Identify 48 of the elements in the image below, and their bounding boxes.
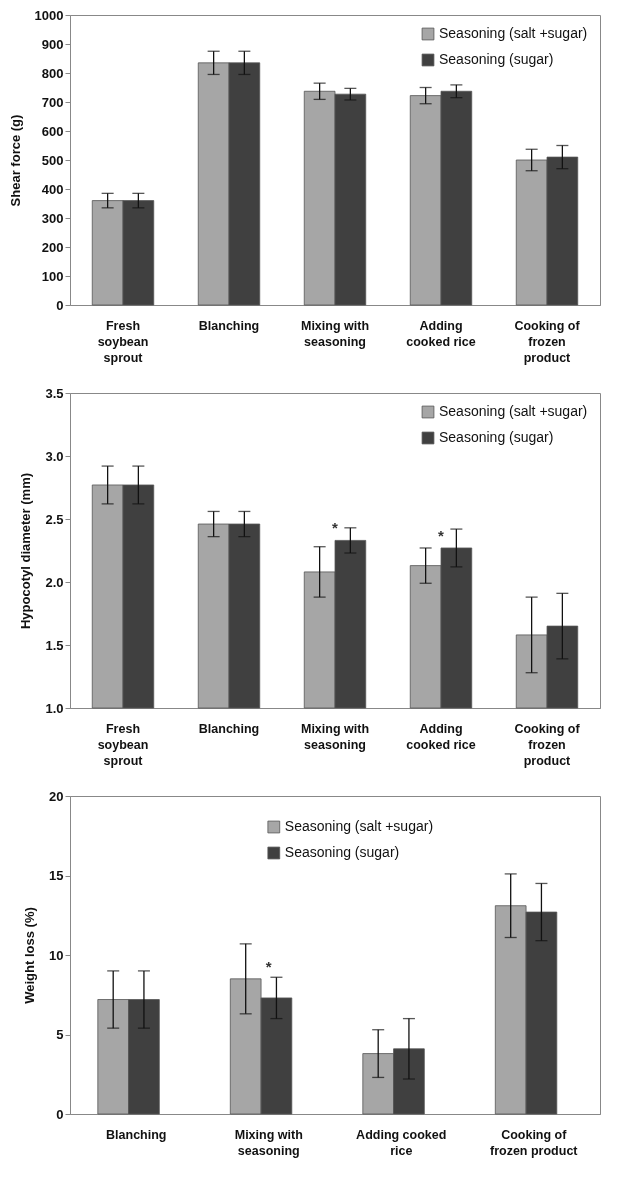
x-tick-label: Blanching: [198, 721, 260, 736]
x-tick-label: Mixing with seasoning: [300, 721, 370, 752]
y-axis-title: Hypocotyl diameter (mm): [18, 472, 34, 630]
y-tick-label: 10: [49, 947, 64, 963]
y-tick-label: 5: [56, 1027, 64, 1042]
y-tick-label: 900: [41, 36, 64, 52]
x-tick-label: Blanching: [106, 1127, 167, 1142]
x-tick-label: Mixing with seasoning: [300, 318, 370, 349]
legend-label: Seasoning (sugar): [439, 429, 554, 445]
x-tick-label: Adding cooked rice: [406, 721, 476, 752]
x-tick-label: Adding cooked rice: [356, 1127, 447, 1158]
y-axis-title: Weight loss (%): [22, 907, 38, 1004]
legend-label: Seasoning (sugar): [284, 844, 400, 860]
y-tick-label: 200: [41, 239, 64, 255]
x-tick-label: Blanching: [198, 318, 260, 333]
y-tick-label: 3.0: [45, 448, 64, 464]
legend-label: Seasoning (salt +sugar): [439, 403, 588, 419]
y-tick-label: 1.0: [45, 700, 64, 716]
y-tick-label: 400: [41, 181, 64, 197]
y-tick-label: 1.5: [45, 637, 64, 653]
legend-label: Seasoning (salt +sugar): [284, 818, 434, 834]
x-tick-label: Cooking of frozen product: [514, 721, 581, 768]
x-tick-label: Cooking of frozen product: [514, 318, 581, 365]
y-axis-title: Shear force (g): [7, 114, 23, 207]
x-tick-label: Fresh soybean sprout: [97, 318, 149, 365]
annotation: *: [332, 519, 339, 537]
x-tick-label: Cooking of frozen product: [490, 1127, 579, 1158]
y-tick-label: 800: [41, 65, 64, 81]
annotation: *: [265, 957, 272, 975]
y-tick-label: 20: [49, 788, 64, 804]
y-tick-label: 0: [56, 1106, 64, 1122]
y-tick-label: 2.5: [45, 511, 64, 527]
x-tick-label: Mixing with seasoning: [234, 1127, 303, 1158]
y-tick-label: 500: [41, 152, 64, 168]
y-tick-label: 300: [41, 210, 64, 226]
x-tick-label: Fresh soybean sprout: [97, 721, 149, 768]
y-tick-label: 3.5: [45, 385, 64, 401]
legend-label: Seasoning (sugar): [439, 51, 554, 67]
x-tick-label: Adding cooked rice: [406, 318, 476, 349]
y-tick-label: 15: [49, 868, 64, 883]
annotation: *: [438, 526, 445, 544]
y-tick-label: 2.0: [45, 574, 64, 590]
y-tick-label: 600: [41, 123, 64, 139]
y-tick-label: 1000: [34, 7, 64, 23]
y-tick-label: 100: [41, 268, 64, 284]
y-tick-label: 700: [41, 94, 64, 110]
legend-label: Seasoning (salt +sugar): [439, 25, 588, 41]
y-tick-label: 0: [56, 297, 64, 313]
